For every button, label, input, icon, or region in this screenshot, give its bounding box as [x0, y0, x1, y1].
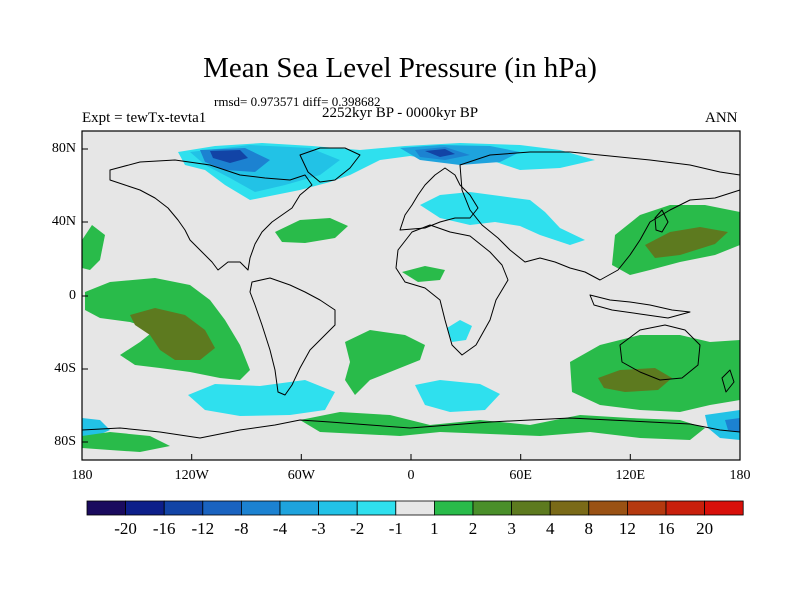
north-atlantic-high: [275, 218, 348, 243]
arctic-low-deepest: [210, 150, 248, 163]
coastline-asia: [459, 151, 741, 281]
x-axis-label: 60E: [509, 468, 532, 483]
colorbar-label: -8: [234, 519, 249, 538]
north-pacific-high: [82, 225, 105, 270]
colorbar-label: 4: [545, 519, 555, 538]
y-axis-label: 40N: [51, 214, 76, 229]
colorbar-swatch-14: [588, 500, 628, 516]
eurasia-low-band: [420, 192, 585, 245]
x-axis-label: 120W: [174, 468, 209, 483]
colorbar-swatch-16: [665, 500, 705, 516]
colorbar-swatch-6: [279, 500, 319, 516]
colorbar-label: 1: [430, 519, 439, 538]
colorbar-label: 20: [696, 519, 714, 538]
y-axis-label: 80N: [51, 141, 76, 156]
colorbar-label: -2: [350, 519, 365, 538]
colorbar-swatch-8: [356, 500, 397, 516]
siberia-low-deepest: [425, 149, 455, 157]
antarctic-coast-high: [300, 412, 705, 440]
colorbar-label: 3: [507, 519, 516, 538]
colorbar-swatch-15: [627, 500, 667, 516]
colorbar-label: -20: [114, 519, 137, 538]
indian-ocean-low: [415, 380, 500, 412]
colorbar-swatch-1: [86, 500, 126, 516]
coastline-africa: [395, 224, 509, 356]
colorbar-swatch-12: [511, 500, 551, 516]
season-label: ANN: [705, 110, 738, 126]
colorbar-swatch-13: [549, 500, 590, 516]
indian-ocean-high-core: [598, 368, 672, 392]
tropical-atlantic-high: [402, 266, 445, 282]
coastline-antarctica: [81, 417, 741, 439]
colorbar-swatch-17: [704, 500, 744, 516]
page-title: Mean Sea Level Pressure (in hPa): [203, 52, 597, 84]
antarctic-low-east-deep: [725, 418, 740, 432]
colorbar-label: 16: [657, 519, 675, 538]
x-axis-label: 180: [729, 468, 751, 483]
south-atlantic-low: [188, 380, 335, 416]
colorbar-label: -16: [152, 519, 176, 538]
coastline-north-america: [109, 159, 313, 271]
colorbar-label: -1: [388, 519, 403, 538]
south-atlantic-high: [345, 330, 425, 395]
colorbar: [86, 500, 744, 516]
coastline-japan: [654, 209, 669, 233]
colorbar-label: -12: [191, 519, 215, 538]
coastline-new-zealand: [721, 369, 735, 393]
colorbar-swatch-3: [163, 500, 204, 516]
coastline-greenland: [299, 147, 361, 183]
africa-low-patch: [447, 320, 472, 342]
coastline-australia: [619, 324, 701, 381]
coastlines: [81, 147, 741, 439]
colorbar-swatch-7: [318, 500, 358, 516]
colorbar-swatch-2: [125, 500, 165, 516]
x-axis-label: 60W: [287, 468, 315, 483]
x-axis-label: 180: [71, 468, 93, 483]
coastline-south-america: [249, 277, 336, 396]
map-plot-area: [82, 131, 740, 460]
coastline-indonesia: [589, 294, 691, 319]
colorbar-swatch-11: [472, 500, 512, 516]
south-pacific-high-core: [130, 308, 215, 360]
colorbar-label: -3: [311, 519, 326, 538]
stats-subtitle: rmsd= 0.973571 diff= 0.398682: [214, 94, 381, 109]
experiment-label: Expt = tewTx-tevta1: [82, 110, 207, 126]
x-axis-label: 0: [407, 468, 415, 483]
period-subtitle: 2252kyr BP - 0000kyr BP: [322, 105, 479, 121]
y-axis-label: 80S: [54, 434, 76, 449]
antarctic-low-east: [705, 410, 740, 440]
colorbar-label: 12: [618, 519, 636, 538]
x-axis-label: 120E: [615, 468, 646, 483]
y-axis-label: 0: [69, 288, 76, 303]
west-pacific-high-core: [645, 227, 728, 258]
colorbar-swatch-4: [202, 500, 242, 516]
antarctic-coast-high-west: [82, 432, 170, 452]
colorbar-swatch-9: [395, 500, 435, 516]
coastline-europe: [399, 167, 479, 231]
colorbar-label: -4: [272, 519, 288, 538]
colorbar-swatch-5: [240, 500, 281, 516]
y-axis-label: 40S: [54, 361, 76, 376]
colorbar-label: 8: [584, 519, 594, 538]
colorbar-label: 2: [468, 519, 478, 538]
colorbar-swatch-10: [433, 500, 474, 516]
axis-ticks: [82, 148, 631, 460]
